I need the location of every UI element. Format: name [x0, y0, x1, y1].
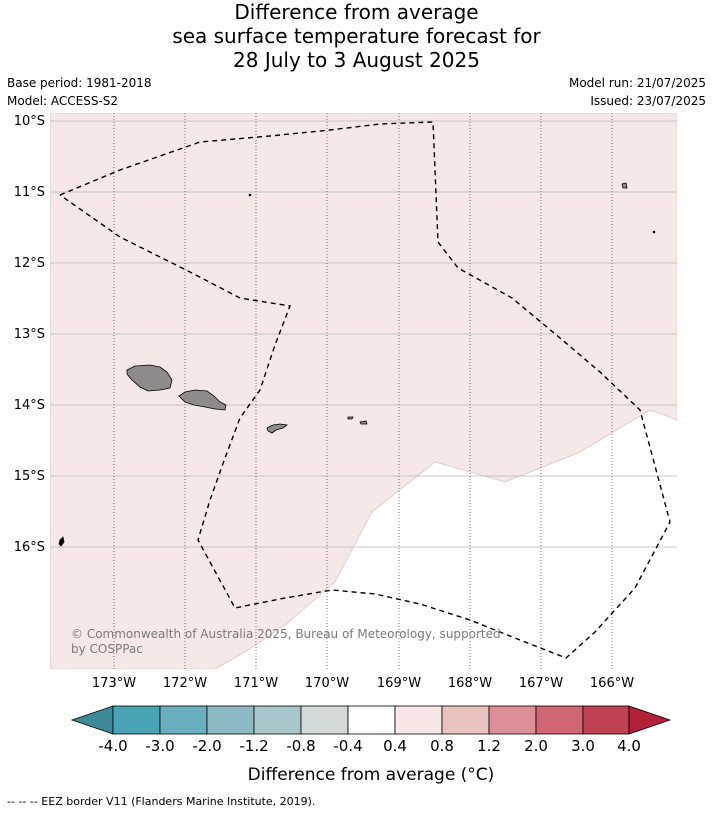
colorbar-tick-label: 3.0	[571, 737, 595, 755]
northern-islet-2	[652, 230, 656, 234]
colorbar-tick-label: 2.0	[524, 737, 548, 755]
lat-label: 11°S	[14, 185, 45, 200]
eez-border-samoa	[59, 121, 671, 659]
title-line-3: 28 July to 3 August 2025	[233, 48, 480, 72]
lon-label: 170°W	[305, 676, 349, 691]
latitude-labels: 10°S 11°S 12°S 13°S 14°S 15°S 16°S	[14, 114, 45, 555]
meta-right: Model run: 21/07/2025 Issued: 23/07/2025	[569, 74, 706, 110]
lat-label: 10°S	[14, 114, 45, 129]
lon-label: 171°W	[234, 676, 278, 691]
lat-label: 13°S	[14, 327, 45, 342]
colorbar-segment	[112, 705, 161, 735]
colorbar-segment	[535, 705, 584, 735]
lat-label: 15°S	[14, 469, 45, 484]
northern-islet-1	[621, 182, 628, 189]
western-islet	[58, 536, 65, 547]
title-line-1: Difference from average	[234, 0, 479, 24]
colorbar-label: Difference from average (°C)	[248, 765, 495, 785]
tutuila-island	[266, 423, 289, 434]
colorbar-lower-extend	[70, 705, 114, 735]
anomaly-region	[50, 113, 677, 669]
lat-label: 12°S	[14, 256, 45, 271]
colorbar-ticks: -4.0 -3.0 -2.0 -1.2 -0.8 -0.4 0.4 0.8 1.…	[98, 737, 641, 755]
land-masses	[58, 182, 656, 547]
swains-islet	[248, 193, 252, 197]
lon-label: 166°W	[590, 676, 634, 691]
upolu-island	[178, 389, 227, 411]
colorbar-tick-label: -0.4	[333, 737, 362, 755]
lon-label: 172°W	[163, 676, 207, 691]
colorbar-segment	[488, 705, 537, 735]
lat-label: 14°S	[14, 398, 45, 413]
lon-label: 169°W	[377, 676, 421, 691]
manua-island-2	[359, 420, 368, 425]
manua-island-1	[347, 416, 354, 420]
colorbar	[70, 705, 672, 735]
colorbar-tick-label: -1.2	[239, 737, 268, 755]
colorbar-segment	[394, 705, 443, 735]
copyright-line-2: by COSPPac	[71, 642, 143, 656]
colorbar-segment	[582, 705, 630, 735]
lon-label: 167°W	[519, 676, 563, 691]
colorbar-tick-label: -3.0	[145, 737, 174, 755]
eez-legend-note: -- -- -- EEZ border V11 (Flanders Marine…	[7, 795, 316, 808]
colorbar-tick-label: -2.0	[192, 737, 221, 755]
colorbar-segment	[347, 705, 396, 735]
colorbar-tick-label: 4.0	[617, 737, 641, 755]
lon-label: 168°W	[448, 676, 492, 691]
lon-label: 173°W	[92, 676, 136, 691]
colorbar-upper-extend	[628, 705, 672, 735]
colorbar-tick-label: -4.0	[98, 737, 127, 755]
colorbar-segment	[206, 705, 255, 735]
colorbar-tick-label: 1.2	[477, 737, 501, 755]
latitude-gridlines	[50, 120, 677, 548]
base-period: Base period: 1981-2018	[7, 76, 152, 90]
colorbar-tick-label: 0.8	[430, 737, 454, 755]
longitude-labels: 173°W 172°W 171°W 170°W 169°W 168°W 167°…	[92, 676, 634, 691]
model-name: Model: ACCESS-S2	[7, 94, 119, 108]
title-line-2: sea surface temperature forecast for	[172, 24, 541, 48]
colorbar-segment	[441, 705, 490, 735]
copyright-line-1: © Commonwealth of Australia 2025, Bureau…	[71, 627, 501, 641]
lat-label: 16°S	[14, 540, 45, 555]
colorbar-tick-label: -0.8	[286, 737, 315, 755]
savaii-island	[126, 364, 173, 392]
meta-left: Base period: 1981-2018 Model: ACCESS-S2	[7, 74, 152, 110]
colorbar-segment	[300, 705, 349, 735]
map-title: Difference from average sea surface temp…	[0, 0, 713, 72]
model-run: Model run: 21/07/2025	[568, 76, 706, 90]
colorbar-segment	[159, 705, 208, 735]
eez-borders	[59, 121, 671, 659]
colorbar-tick-label: 0.4	[383, 737, 407, 755]
colorbar-segment	[253, 705, 302, 735]
issued-date: Issued: 23/07/2025	[590, 94, 706, 108]
